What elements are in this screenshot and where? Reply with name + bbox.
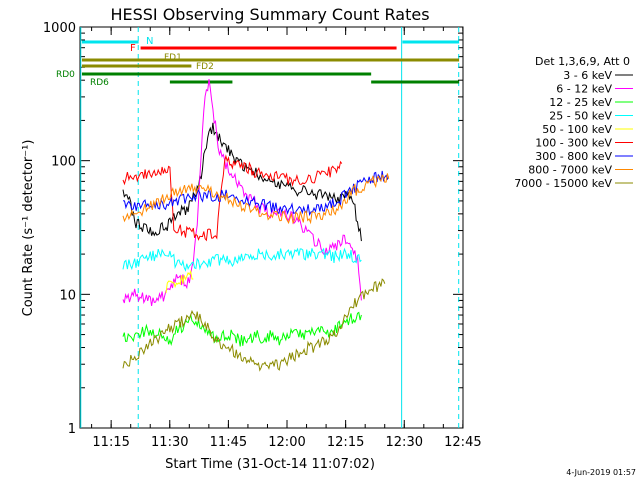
y-tick-label: 1000	[43, 21, 76, 36]
y-tick-label: 10	[59, 288, 76, 303]
series-line-7	[122, 173, 390, 225]
flag-label-f: F	[130, 43, 136, 54]
chart-title: HESSI Observing Summary Count Rates	[110, 5, 429, 24]
series-line-1	[122, 79, 362, 306]
x-tick-label: 11:15	[92, 435, 129, 450]
footer-date: 4-Jun-2019 01:57	[566, 468, 636, 477]
legend-label: 300 - 800 keV	[535, 150, 612, 163]
legend-label: 50 - 100 keV	[542, 123, 612, 136]
x-tick-label: 12:00	[268, 435, 305, 450]
series-lines	[122, 79, 390, 372]
series-line-0	[122, 122, 362, 242]
legend-label: 800 - 7000 keV	[528, 164, 612, 177]
series-line-5	[122, 154, 343, 242]
legend-label: 7000 - 15000 keV	[514, 177, 612, 190]
flag-label-rd0: RD0	[56, 70, 75, 80]
legend-label: 6 - 12 keV	[556, 83, 612, 96]
legend-label: 3 - 6 keV	[563, 69, 612, 82]
y-tick-label: 1	[68, 422, 76, 437]
series-line-3	[122, 247, 362, 272]
legend-label: 25 - 50 keV	[549, 110, 612, 123]
flag-label-fd1: FD1	[164, 53, 182, 63]
flag-label-rd6: RD6	[90, 78, 109, 88]
y-axis-label: Count Rate (s⁻¹ detector⁻¹)	[21, 140, 36, 317]
x-tick-label: 12:15	[327, 435, 364, 450]
series-line-2	[122, 311, 362, 347]
series-line-6	[122, 170, 390, 217]
legend-label: 12 - 25 keV	[549, 96, 612, 109]
legend-header: Det 1,3,6,9, Att 0	[535, 55, 630, 68]
flag-label-n: N	[146, 36, 153, 47]
series-line-4	[165, 269, 194, 294]
flag-bars: NF FD1 FD2 RD0 RD6	[56, 36, 460, 88]
x-tick-label: 12:45	[444, 435, 481, 450]
legend-label: 100 - 300 keV	[535, 137, 612, 150]
x-tick-label: 11:45	[210, 435, 247, 450]
y-tick-label: 100	[51, 155, 76, 170]
flag-label-fd2: FD2	[196, 62, 214, 72]
x-axis-label: Start Time (31-Oct-14 11:07:02)	[165, 457, 375, 472]
x-tick-label: 11:30	[151, 435, 188, 450]
plot-frame	[79, 26, 464, 429]
x-tick-label: 12:30	[386, 435, 423, 450]
series-line-8	[122, 278, 386, 372]
vertical-markers	[80, 27, 460, 428]
axis-ticks: 11:15 11:30 11:45 12:00 12:15 12:30 12:45 1 10 10…	[43, 21, 482, 450]
